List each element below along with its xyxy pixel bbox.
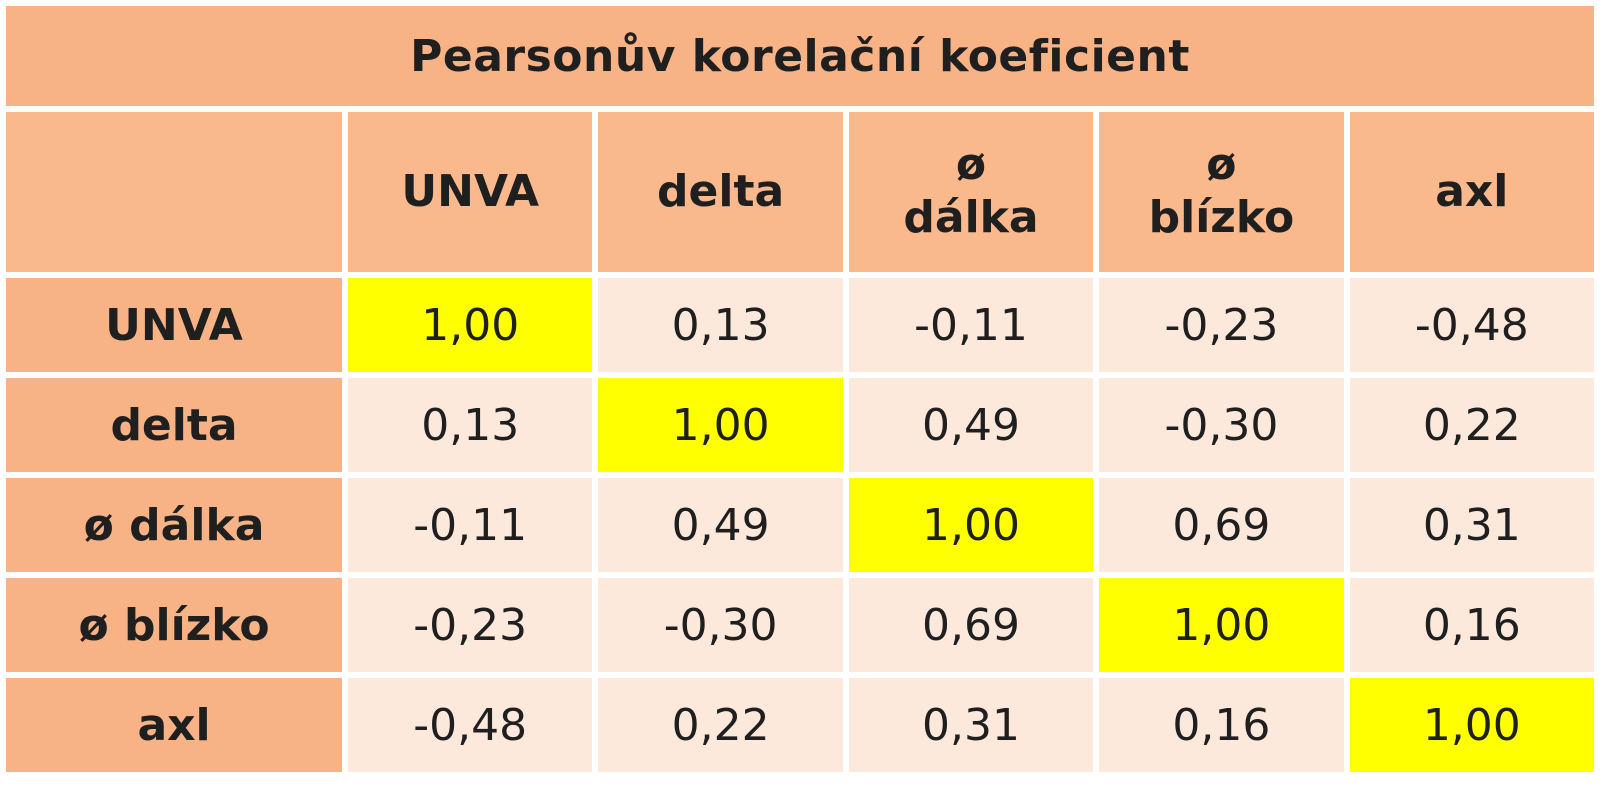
diagonal-value-cell: 1,00 (848, 478, 1094, 572)
value-cell: 0,49 (848, 378, 1094, 472)
row-header: ø dálka (6, 478, 343, 572)
row-header: ø blízko (6, 578, 343, 672)
column-header-text: axl (1435, 165, 1509, 217)
table-row: ø dálka -0,11 0,49 1,00 0,69 0,31 (6, 478, 1594, 572)
value-cell: 0,13 (598, 278, 843, 372)
value-cell: 0,31 (1349, 478, 1594, 572)
value-cell: 0,22 (1349, 378, 1594, 472)
column-header-text: delta (657, 165, 785, 217)
column-header-row: UNVA delta ø dálka ø blízko axl (6, 112, 1594, 272)
column-header-text: blízko (1148, 192, 1295, 243)
column-header: delta (598, 112, 843, 272)
column-header-text: ø (1206, 139, 1237, 191)
table-row: ø blízko -0,23 -0,30 0,69 1,00 0,16 (6, 578, 1594, 672)
value-cell: -0,11 (348, 478, 593, 572)
value-cell: 0,22 (598, 678, 843, 772)
table-row: delta 0,13 1,00 0,49 -0,30 0,22 (6, 378, 1594, 472)
table-row: axl -0,48 0,22 0,31 0,16 1,00 (6, 678, 1594, 772)
table-title: Pearsonův korelační koeficient (6, 6, 1594, 106)
column-header-text: dálka (903, 192, 1039, 243)
column-header: ø dálka (848, 112, 1094, 272)
value-cell: -0,23 (1099, 278, 1344, 372)
title-row: Pearsonův korelační koeficient (6, 6, 1594, 106)
value-cell: -0,48 (1349, 278, 1594, 372)
value-cell: 0,16 (1349, 578, 1594, 672)
row-header: delta (6, 378, 343, 472)
corner-cell (6, 112, 343, 272)
column-header: axl (1349, 112, 1594, 272)
column-header-text: ø (955, 139, 987, 191)
row-header: axl (6, 678, 343, 772)
value-cell: 0,13 (348, 378, 593, 472)
value-cell: -0,30 (598, 578, 843, 672)
column-header-text: UNVA (401, 165, 540, 217)
diagonal-value-cell: 1,00 (348, 278, 593, 372)
diagonal-value-cell: 1,00 (598, 378, 843, 472)
value-cell: -0,23 (348, 578, 593, 672)
value-cell: 0,16 (1099, 678, 1344, 772)
value-cell: 0,69 (1099, 478, 1344, 572)
value-cell: 0,49 (598, 478, 843, 572)
value-cell: -0,30 (1099, 378, 1344, 472)
table-row: UNVA 1,00 0,13 -0,11 -0,23 -0,48 (6, 278, 1594, 372)
value-cell: -0,48 (348, 678, 593, 772)
diagonal-value-cell: 1,00 (1099, 578, 1344, 672)
column-header: UNVA (348, 112, 593, 272)
value-cell: 0,31 (848, 678, 1094, 772)
value-cell: 0,69 (848, 578, 1094, 672)
column-header: ø blízko (1099, 112, 1344, 272)
row-header: UNVA (6, 278, 343, 372)
diagonal-value-cell: 1,00 (1349, 678, 1594, 772)
correlation-table: Pearsonův korelační koeficient UNVA delta… (6, 6, 1594, 772)
table-body: UNVA 1,00 0,13 -0,11 -0,23 -0,48 delta 0,13 1,00… (6, 278, 1594, 772)
value-cell: -0,11 (848, 278, 1094, 372)
